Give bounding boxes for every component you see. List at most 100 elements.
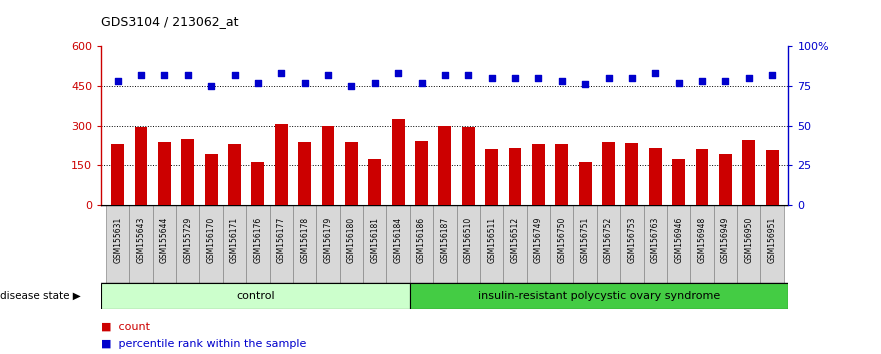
Text: GSM155644: GSM155644 xyxy=(160,217,169,263)
FancyBboxPatch shape xyxy=(691,205,714,283)
FancyBboxPatch shape xyxy=(644,205,667,283)
Bar xyxy=(322,126,335,205)
Point xyxy=(625,75,639,81)
Point xyxy=(718,78,732,84)
Text: GSM156763: GSM156763 xyxy=(651,217,660,263)
Bar xyxy=(135,127,147,205)
Text: GSM156512: GSM156512 xyxy=(510,217,520,263)
Point xyxy=(251,80,265,85)
Point xyxy=(555,78,569,84)
FancyBboxPatch shape xyxy=(152,205,176,283)
Point xyxy=(134,72,148,78)
Text: disease state ▶: disease state ▶ xyxy=(0,291,81,301)
FancyBboxPatch shape xyxy=(456,205,480,283)
FancyBboxPatch shape xyxy=(340,205,363,283)
Point xyxy=(274,70,288,76)
Point xyxy=(602,75,616,81)
Bar xyxy=(672,159,685,205)
Bar xyxy=(415,141,428,205)
Bar xyxy=(368,159,381,205)
Text: GSM156948: GSM156948 xyxy=(698,217,707,263)
Point xyxy=(508,75,522,81)
FancyBboxPatch shape xyxy=(433,205,456,283)
FancyBboxPatch shape xyxy=(130,205,152,283)
Point xyxy=(344,83,359,88)
Text: GSM156749: GSM156749 xyxy=(534,217,543,263)
FancyBboxPatch shape xyxy=(176,205,199,283)
Point xyxy=(648,70,663,76)
Bar xyxy=(555,144,568,205)
Point xyxy=(111,78,125,84)
Point xyxy=(158,72,172,78)
Point xyxy=(391,70,405,76)
FancyBboxPatch shape xyxy=(714,205,737,283)
Point xyxy=(414,80,428,85)
FancyBboxPatch shape xyxy=(223,205,246,283)
Text: GSM156176: GSM156176 xyxy=(254,217,263,263)
Bar xyxy=(111,144,124,205)
FancyBboxPatch shape xyxy=(387,205,410,283)
Text: GDS3104 / 213062_at: GDS3104 / 213062_at xyxy=(101,15,239,28)
Point xyxy=(181,72,195,78)
FancyBboxPatch shape xyxy=(480,205,503,283)
FancyBboxPatch shape xyxy=(527,205,550,283)
FancyBboxPatch shape xyxy=(667,205,691,283)
Bar xyxy=(766,149,779,205)
Point xyxy=(695,78,709,84)
Bar xyxy=(696,149,708,205)
Text: ■  count: ■ count xyxy=(101,321,151,331)
Text: GSM156951: GSM156951 xyxy=(767,217,777,263)
Bar xyxy=(228,144,241,205)
Bar xyxy=(602,142,615,205)
FancyBboxPatch shape xyxy=(316,205,340,283)
Bar xyxy=(181,139,194,205)
Text: GSM156177: GSM156177 xyxy=(277,217,285,263)
Point xyxy=(298,80,312,85)
FancyBboxPatch shape xyxy=(410,205,433,283)
Bar xyxy=(532,144,544,205)
FancyBboxPatch shape xyxy=(106,205,130,283)
Point xyxy=(321,72,335,78)
Text: GSM156750: GSM156750 xyxy=(558,217,566,263)
Bar xyxy=(579,162,591,205)
Bar xyxy=(485,149,498,205)
FancyBboxPatch shape xyxy=(101,283,410,309)
Bar xyxy=(462,127,475,205)
FancyBboxPatch shape xyxy=(363,205,387,283)
FancyBboxPatch shape xyxy=(199,205,223,283)
Text: GSM156949: GSM156949 xyxy=(721,217,729,263)
Bar xyxy=(439,126,451,205)
FancyBboxPatch shape xyxy=(246,205,270,283)
Text: GSM155729: GSM155729 xyxy=(183,217,192,263)
Text: GSM156511: GSM156511 xyxy=(487,217,496,263)
Text: GSM156181: GSM156181 xyxy=(370,217,380,263)
Text: GSM156170: GSM156170 xyxy=(207,217,216,263)
Text: GSM156171: GSM156171 xyxy=(230,217,239,263)
Text: GSM156179: GSM156179 xyxy=(323,217,332,263)
Text: GSM156186: GSM156186 xyxy=(417,217,426,263)
Bar xyxy=(251,162,264,205)
Text: GSM156187: GSM156187 xyxy=(440,217,449,263)
Text: GSM155643: GSM155643 xyxy=(137,217,145,263)
Point xyxy=(485,75,499,81)
Text: GSM156180: GSM156180 xyxy=(347,217,356,263)
FancyBboxPatch shape xyxy=(574,205,596,283)
Bar xyxy=(743,140,755,205)
Bar xyxy=(719,154,732,205)
Text: ■  percentile rank within the sample: ■ percentile rank within the sample xyxy=(101,339,307,349)
FancyBboxPatch shape xyxy=(596,205,620,283)
Text: GSM155631: GSM155631 xyxy=(113,217,122,263)
Point xyxy=(578,81,592,87)
Point xyxy=(742,75,756,81)
Point xyxy=(462,72,476,78)
Bar xyxy=(392,119,404,205)
Point xyxy=(204,83,218,88)
Text: GSM156950: GSM156950 xyxy=(744,217,753,263)
FancyBboxPatch shape xyxy=(270,205,293,283)
Text: GSM156751: GSM156751 xyxy=(581,217,589,263)
Text: control: control xyxy=(236,291,275,301)
FancyBboxPatch shape xyxy=(620,205,644,283)
FancyBboxPatch shape xyxy=(550,205,574,283)
Text: insulin-resistant polycystic ovary syndrome: insulin-resistant polycystic ovary syndr… xyxy=(478,291,721,301)
FancyBboxPatch shape xyxy=(737,205,760,283)
